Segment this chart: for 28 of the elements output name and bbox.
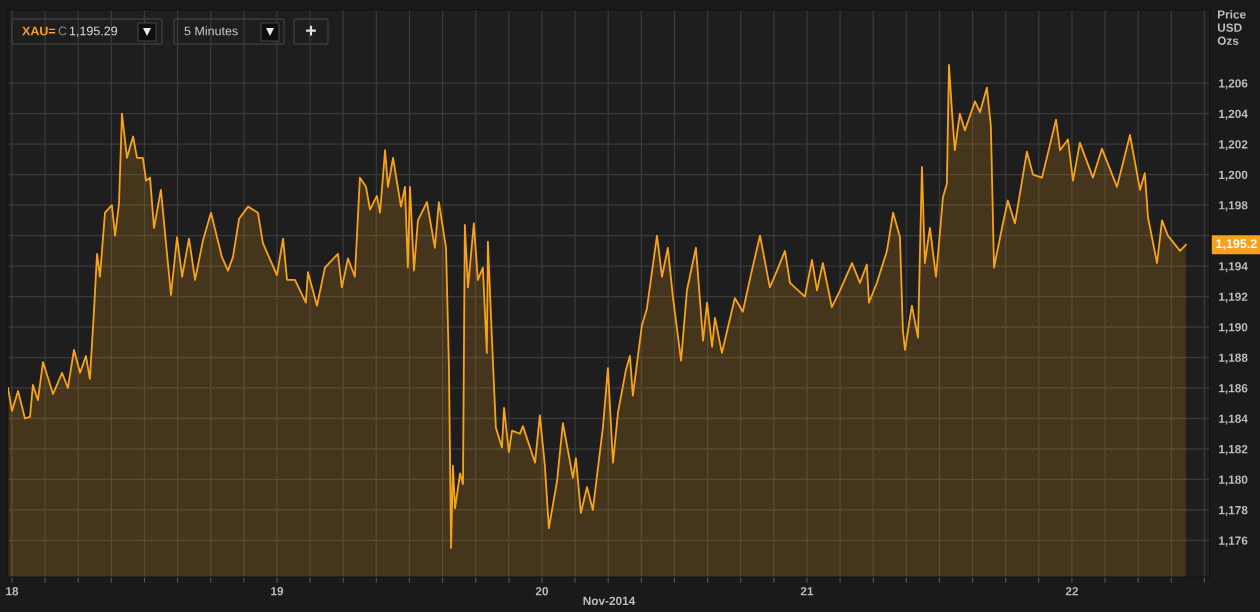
x-tick-label: 22 bbox=[1065, 587, 1079, 596]
y-tick-label: 1,198 bbox=[1219, 201, 1248, 212]
y-tick-label: 1,180 bbox=[1219, 475, 1248, 486]
y-tick-label: 1,178 bbox=[1219, 505, 1248, 517]
y-tick-label: 1,192 bbox=[1219, 292, 1248, 303]
y-tick-label: 1,200 bbox=[1219, 170, 1248, 181]
y-tick-label: 1,190 bbox=[1219, 323, 1248, 334]
text: 1,195.2 bbox=[1216, 239, 1257, 250]
annotation: 1,195.29 bbox=[69, 26, 118, 37]
x-axis-title: Nov-2014 bbox=[583, 596, 636, 606]
y-tick-label: 1,194 bbox=[1219, 262, 1248, 273]
annotation: + bbox=[306, 25, 316, 36]
x-tick-label: 21 bbox=[800, 587, 814, 596]
y-tick-label: 1,206 bbox=[1219, 79, 1248, 90]
x-tick-label: 19 bbox=[271, 587, 284, 596]
annotation: 5 Minutes bbox=[184, 26, 238, 36]
y-tick-label: 1,184 bbox=[1219, 414, 1248, 425]
annotation: C bbox=[58, 26, 67, 36]
y-tick-label: 1,202 bbox=[1219, 140, 1248, 151]
y-axis-title: Price USD Ozs bbox=[1217, 10, 1246, 45]
y-tick-label: 1,186 bbox=[1219, 384, 1248, 395]
y-tick-label: 1,204 bbox=[1219, 109, 1248, 120]
y-tick-label: 1,176 bbox=[1219, 536, 1248, 547]
annotation: XAU= bbox=[22, 26, 56, 36]
y-tick-label: 1,182 bbox=[1219, 445, 1248, 456]
x-tick-label: 18 bbox=[6, 587, 19, 596]
y-tick-label: 1,188 bbox=[1219, 353, 1248, 364]
x-tick-label: 20 bbox=[535, 587, 549, 596]
